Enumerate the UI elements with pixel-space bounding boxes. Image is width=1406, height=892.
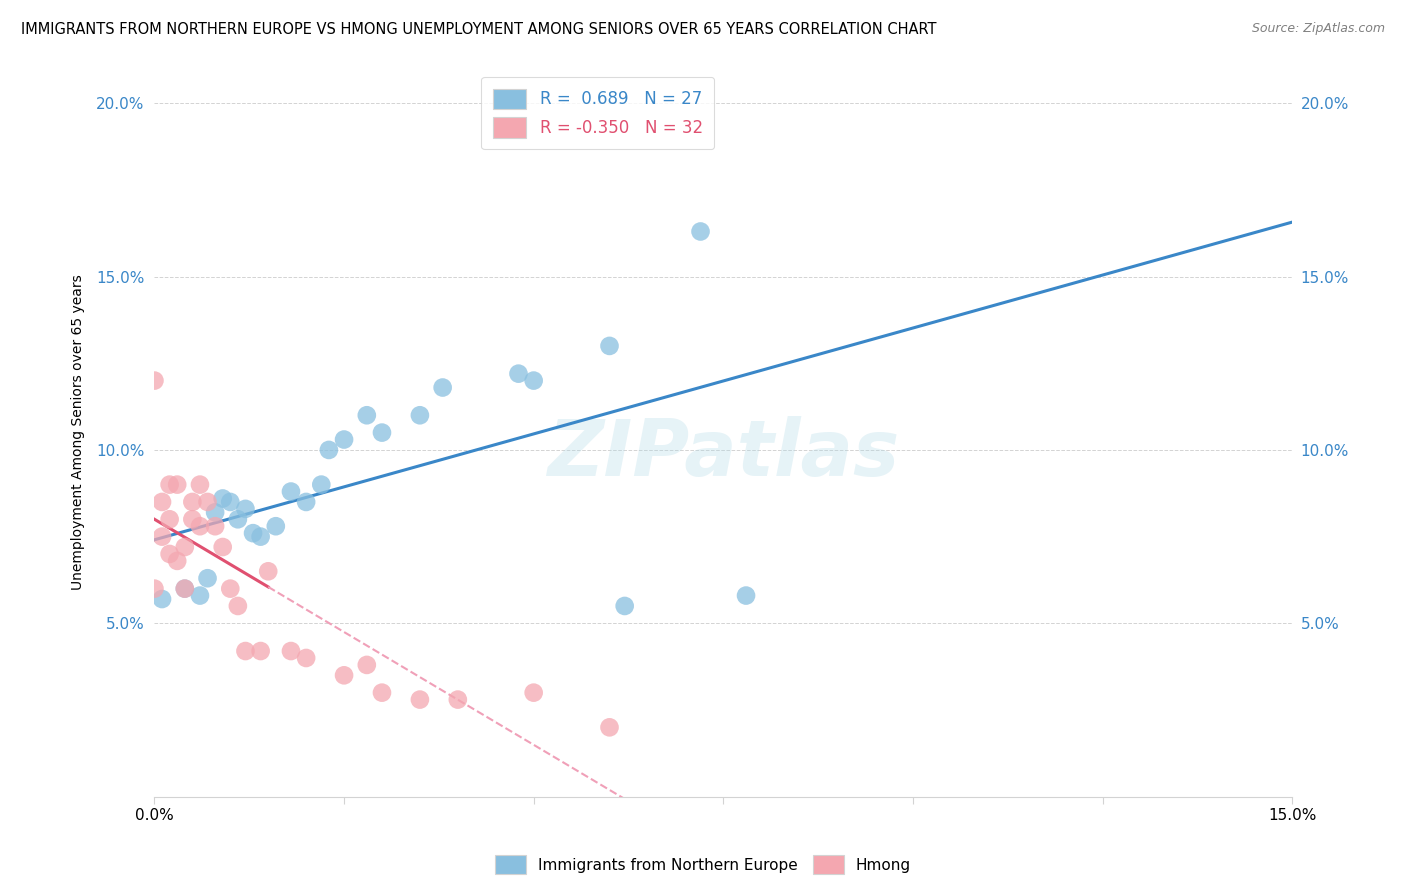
Point [249, 530, 271, 544]
Text: IMMIGRANTS FROM NORTHERN EUROPE VS HMONG UNEMPLOYMENT AMONG SENIORS OVER 65 YEAR: IMMIGRANTS FROM NORTHERN EUROPE VS HMONG… [21, 22, 936, 37]
Point [295, 495, 318, 509]
Point [219, 495, 242, 509]
Text: Source: ZipAtlas.com: Source: ZipAtlas.com [1251, 22, 1385, 36]
Text: ZIPatlas: ZIPatlas [547, 417, 900, 492]
Point [150, 592, 173, 607]
Point [166, 477, 188, 491]
Point [356, 657, 378, 672]
Y-axis label: Unemployment Among Seniors over 65 years: Unemployment Among Seniors over 65 years [72, 275, 86, 591]
Point [432, 380, 454, 394]
Point [173, 582, 195, 596]
Point [197, 571, 219, 585]
Point [264, 519, 287, 533]
Point [523, 374, 546, 388]
Point [143, 582, 166, 596]
Point [333, 433, 356, 447]
Legend: R =  0.689   N = 27, R = -0.350   N = 32: R = 0.689 N = 27, R = -0.350 N = 32 [481, 77, 714, 149]
Point [159, 512, 181, 526]
Point [409, 692, 432, 706]
Point [211, 540, 233, 554]
Point [150, 495, 173, 509]
Point [188, 589, 211, 603]
Point [599, 339, 621, 353]
Point [211, 491, 233, 506]
Point [197, 495, 219, 509]
Point [235, 644, 257, 658]
Point [508, 367, 530, 381]
Point [226, 512, 249, 526]
Point [159, 477, 181, 491]
Point [257, 564, 280, 578]
Point [447, 692, 470, 706]
Point [173, 582, 195, 596]
Point [280, 644, 302, 658]
Point [143, 374, 166, 388]
Point [689, 225, 711, 239]
Point [235, 501, 257, 516]
Point [204, 505, 226, 519]
Point [280, 484, 302, 499]
Legend: Immigrants from Northern Europe, Hmong: Immigrants from Northern Europe, Hmong [489, 849, 917, 880]
Point [318, 442, 340, 457]
Point [371, 425, 394, 440]
Point [356, 409, 378, 423]
Point [613, 599, 636, 613]
Point [226, 599, 249, 613]
Point [333, 668, 356, 682]
Point [181, 512, 204, 526]
Point [311, 477, 333, 491]
Point [409, 409, 432, 423]
Point [166, 554, 188, 568]
Point [249, 644, 271, 658]
Point [150, 530, 173, 544]
Point [159, 547, 181, 561]
Point [188, 519, 211, 533]
Point [599, 720, 621, 734]
Point [188, 477, 211, 491]
Point [204, 519, 226, 533]
Point [371, 686, 394, 700]
Point [242, 526, 264, 541]
Point [181, 495, 204, 509]
Point [219, 582, 242, 596]
Point [735, 589, 758, 603]
Point [523, 686, 546, 700]
Point [173, 540, 195, 554]
Point [295, 651, 318, 665]
